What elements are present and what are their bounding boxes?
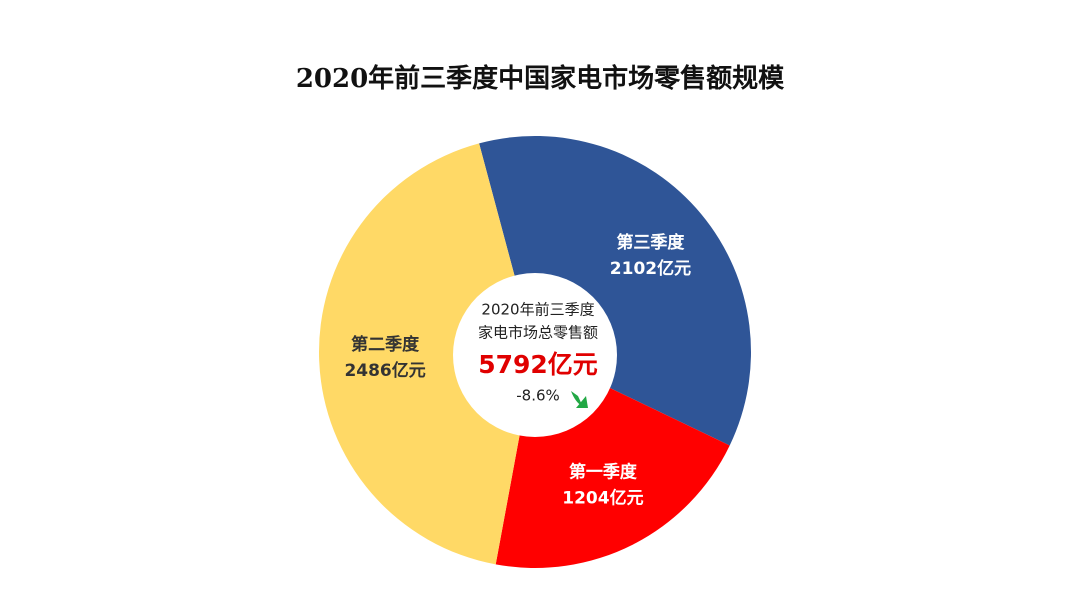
slice — [479, 136, 751, 446]
center-line: 2020年前三季度 — [481, 301, 594, 319]
center-line: 家电市场总零售额 — [478, 324, 598, 342]
value-label: 2102亿元 — [610, 258, 691, 279]
center-change: -8.6% — [516, 387, 560, 405]
center-total: 5792亿元 — [478, 350, 598, 379]
chart-title: 2020年前三季度中国家电市场零售额规模 — [296, 63, 785, 94]
value-label: 2486亿元 — [344, 360, 425, 381]
down-arrow-icon — [571, 391, 588, 408]
category-label: 第二季度 — [351, 334, 420, 355]
category-label: 第三季度 — [616, 232, 685, 253]
value-label: 1204亿元 — [562, 488, 643, 509]
slice — [319, 143, 535, 565]
category-label: 第一季度 — [569, 462, 638, 483]
